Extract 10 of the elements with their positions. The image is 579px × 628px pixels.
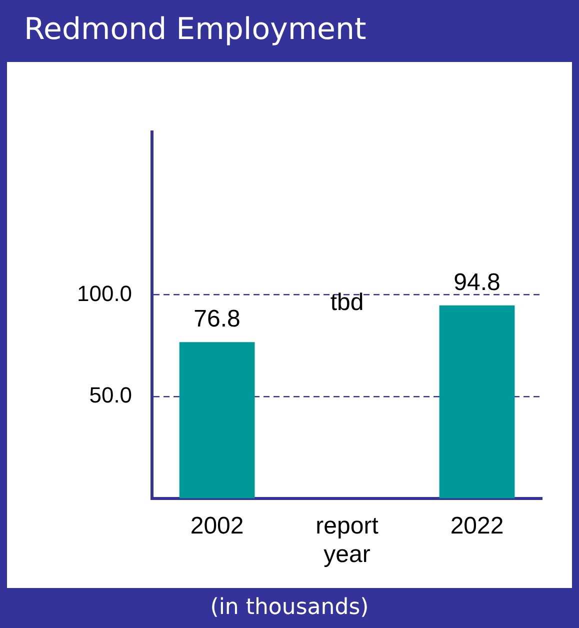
data-label: 94.8 (454, 269, 500, 296)
text: tbd (330, 288, 364, 316)
chart-title: Redmond Employment (24, 11, 366, 49)
y-tick-label: 100.0 (76, 280, 132, 306)
x-tick-label: 2002 (190, 512, 244, 540)
data-label: 76.8 (194, 306, 240, 333)
x-tick-label: report year (316, 512, 379, 568)
x-tick-label: 2022 (450, 512, 504, 540)
y-tick-label: 50.0 (89, 382, 132, 408)
text: (in thousands) (209, 594, 370, 622)
